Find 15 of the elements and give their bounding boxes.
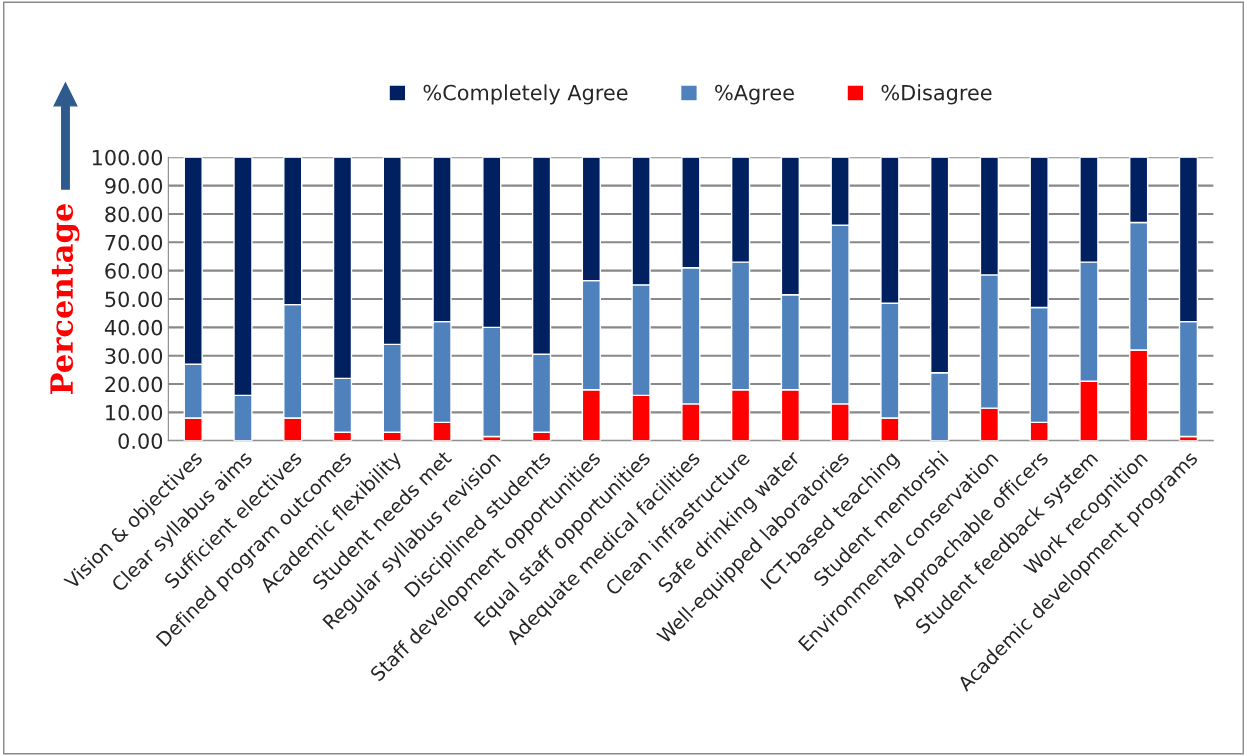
- legend-label: %Completely Agree: [423, 84, 628, 105]
- y-tick-label: 100.00: [92, 149, 163, 166]
- legend-label: %Disagree: [881, 84, 992, 105]
- y-tick-label: 0.00: [118, 433, 163, 449]
- y-tick-label: 20.00: [105, 376, 163, 393]
- y-tick-label: 80.00: [105, 206, 163, 223]
- y-axis-title: Percentage: [50, 204, 80, 394]
- y-tick-label: 10.00: [106, 404, 163, 421]
- legend-label: %Agree: [715, 84, 794, 105]
- y-tick-label: 60.00: [105, 263, 163, 279]
- y-tick-label: 70.00: [105, 234, 163, 251]
- y-tick-label: 90.00: [105, 178, 163, 194]
- y-tick-label: 40.00: [104, 319, 163, 336]
- y-tick-label: 30.00: [105, 348, 163, 364]
- y-tick-label: 50.00: [105, 291, 163, 308]
